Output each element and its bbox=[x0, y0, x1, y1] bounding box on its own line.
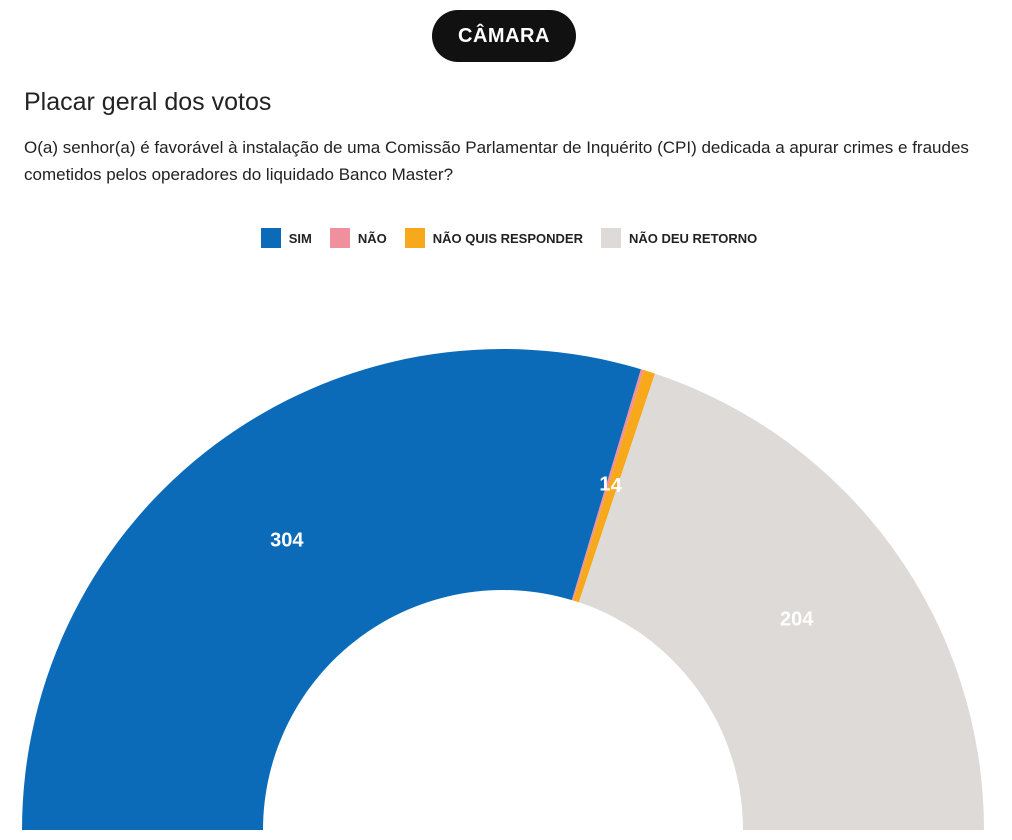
legend-swatch bbox=[600, 228, 621, 248]
data-label-nao: 1 bbox=[599, 474, 610, 496]
legend-swatch bbox=[260, 228, 281, 248]
legend-label: NÃO bbox=[357, 230, 387, 246]
legend-label: SIM bbox=[288, 230, 312, 246]
slice-nao-quis-responder[interactable] bbox=[573, 370, 655, 603]
slice-sim[interactable] bbox=[22, 348, 641, 830]
chart-subtitle: O(a) senhor(a) é favorável à instalação … bbox=[24, 138, 969, 184]
slice-nao[interactable] bbox=[571, 369, 644, 601]
legend-label: NÃO QUIS RESPONDER bbox=[432, 230, 583, 246]
data-label-sim: 304 bbox=[270, 530, 304, 552]
data-label-nao-quis-responder: 4 bbox=[611, 475, 623, 497]
legend-swatch bbox=[404, 228, 425, 248]
legend-item-nao-deu-retorno[interactable]: NÃO DEU RETORNO bbox=[600, 228, 758, 248]
chamber-button[interactable]: CÂMARA bbox=[432, 10, 576, 62]
legend-label: NÃO DEU RETORNO bbox=[628, 230, 758, 246]
data-label-nao-deu-retorno: 204 bbox=[780, 608, 814, 630]
legend-item-nao-quis-responder[interactable]: NÃO QUIS RESPONDER bbox=[404, 228, 583, 248]
legend-swatch bbox=[329, 228, 350, 248]
legend: SIM NÃO NÃO QUIS RESPONDER NÃO DEU RETOR… bbox=[0, 228, 1012, 248]
slice-nao-deu-retorno[interactable] bbox=[578, 373, 984, 830]
chart-title: Placar geral dos votos bbox=[24, 88, 272, 116]
legend-item-nao[interactable]: NÃO bbox=[329, 228, 387, 248]
legend-item-sim[interactable]: SIM bbox=[260, 228, 312, 248]
